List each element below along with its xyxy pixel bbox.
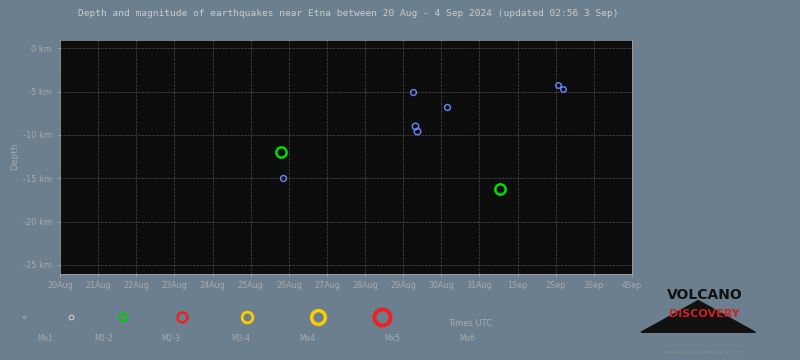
Text: Mx1: Mx1 bbox=[37, 334, 53, 343]
Text: DISCOVERY: DISCOVERY bbox=[670, 309, 740, 319]
Y-axis label: Depth: Depth bbox=[10, 143, 19, 170]
Text: www.volcanodiscovery.com: www.volcanodiscovery.com bbox=[667, 350, 742, 355]
Text: M2-3: M2-3 bbox=[162, 334, 181, 343]
Text: M1-2: M1-2 bbox=[94, 334, 114, 343]
Text: Mx5: Mx5 bbox=[384, 334, 400, 343]
Text: Mx6: Mx6 bbox=[459, 334, 475, 343]
Text: VOLCANO: VOLCANO bbox=[666, 288, 742, 302]
Text: Mx4: Mx4 bbox=[299, 334, 315, 343]
Text: Times UTC: Times UTC bbox=[449, 320, 493, 328]
Polygon shape bbox=[641, 301, 755, 332]
Text: M3-4: M3-4 bbox=[231, 334, 250, 343]
Text: Depth and magnitude of earthquakes near Etna between 20 Aug - 4 Sep 2024 (update: Depth and magnitude of earthquakes near … bbox=[78, 9, 618, 18]
